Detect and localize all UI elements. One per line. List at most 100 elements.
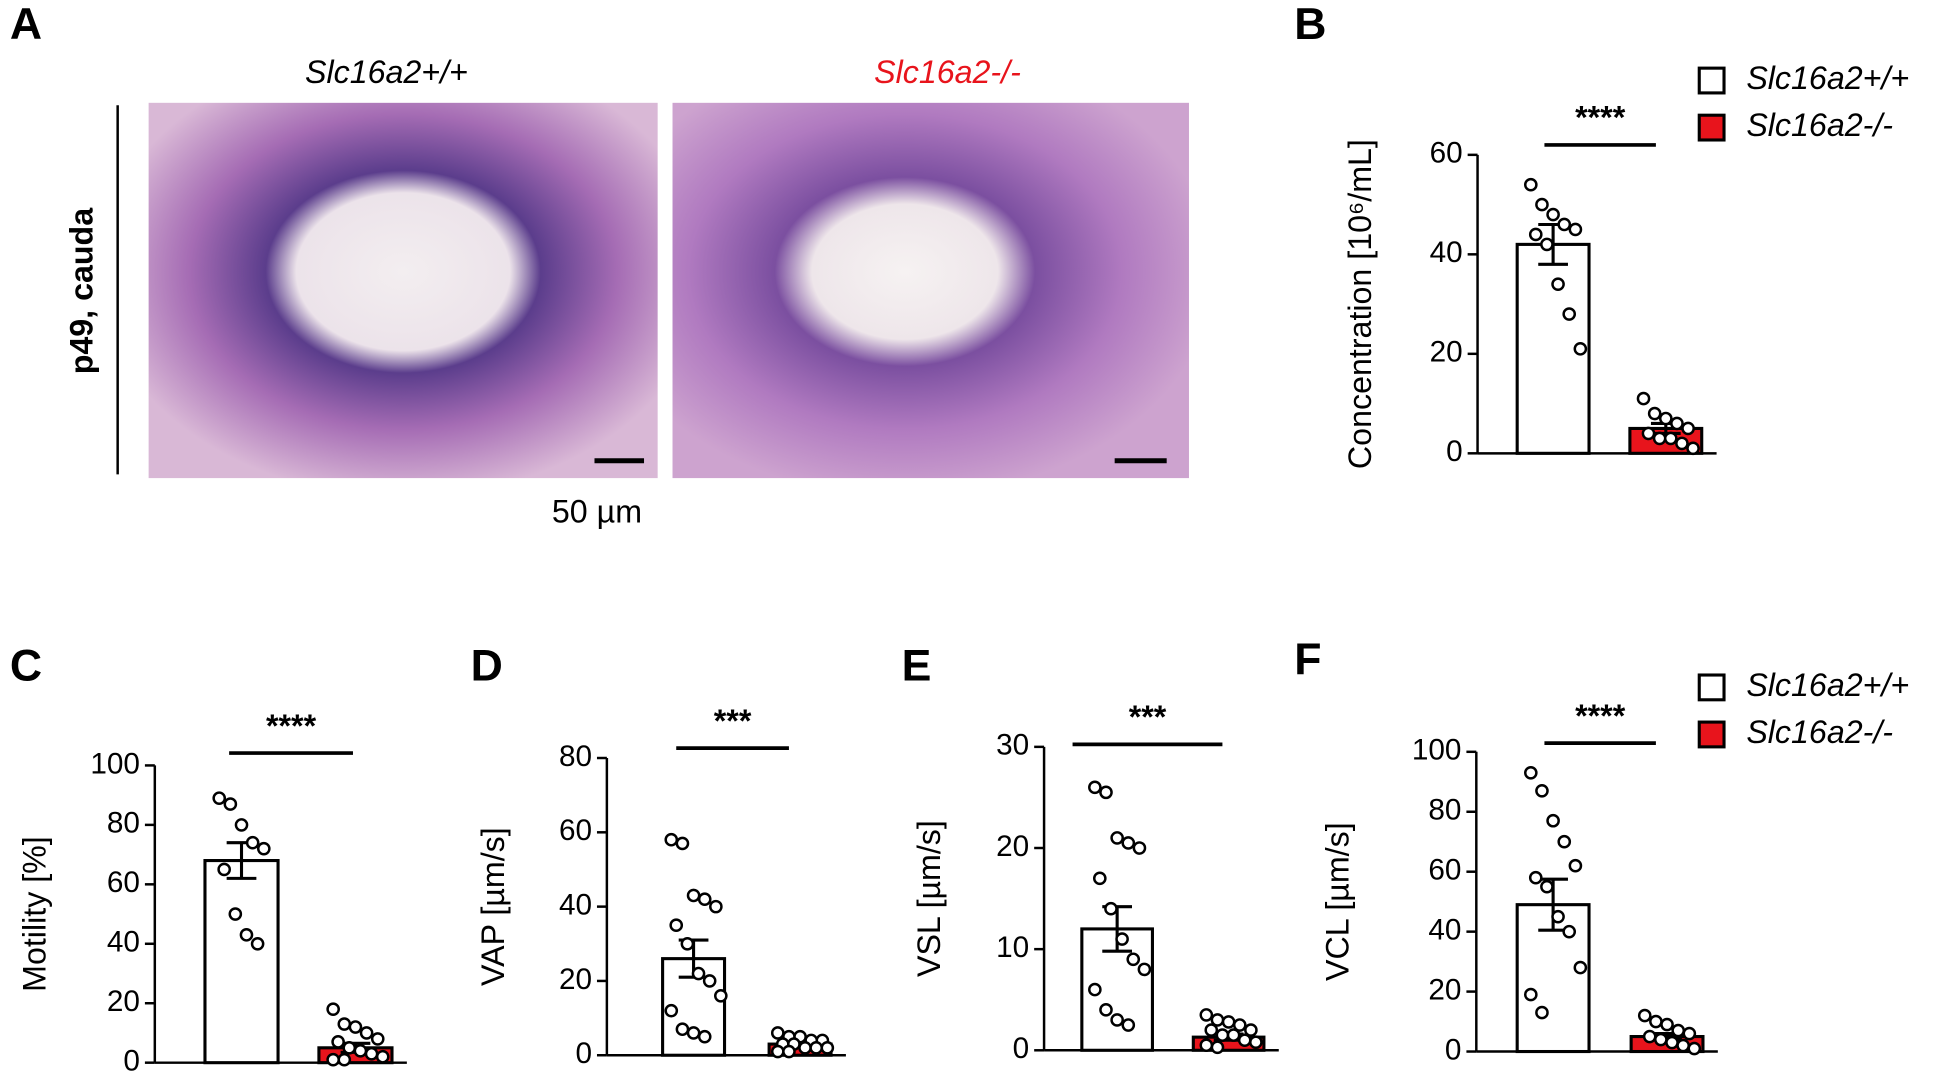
y-tick-label: 20	[1428, 973, 1461, 1006]
data-point	[1557, 217, 1572, 232]
y-tick-label: 60	[559, 814, 592, 847]
data-point	[1210, 1040, 1225, 1055]
y-axis-label: Concentration [10⁶/mL]	[1342, 139, 1378, 469]
data-point	[1546, 207, 1560, 222]
data-point	[1528, 227, 1543, 242]
significance-label: ****	[1575, 100, 1626, 136]
legend-label: Slc16a2-/-	[1746, 107, 1893, 143]
y-tick-label: 0	[1445, 1033, 1462, 1066]
y-tick-label: 30	[996, 729, 1029, 762]
data-point	[820, 1041, 835, 1055]
panel-letter: A	[10, 0, 42, 49]
data-point	[1568, 858, 1583, 873]
data-point	[1660, 1017, 1674, 1032]
data-point	[1237, 1033, 1252, 1047]
data-point	[1199, 1038, 1214, 1053]
data-point	[1642, 1029, 1657, 1044]
image-title: Slc16a2+/+	[305, 54, 468, 90]
data-point	[675, 1022, 690, 1037]
data-point	[245, 835, 260, 850]
data-point	[1199, 1008, 1214, 1022]
y-tick-label: 80	[559, 740, 592, 773]
data-point	[1121, 836, 1136, 850]
data-point	[326, 1052, 340, 1067]
data-point	[1540, 879, 1554, 894]
y-tick-label: 60	[1428, 854, 1461, 887]
legend-swatch	[1697, 720, 1726, 749]
data-point	[250, 936, 265, 951]
data-point	[234, 818, 249, 832]
y-tick-label: 60	[107, 866, 140, 899]
significance-label: ****	[266, 708, 317, 744]
data-point	[1654, 1032, 1668, 1047]
data-point	[1551, 277, 1565, 291]
data-point	[256, 841, 271, 856]
significance-label: ***	[714, 703, 752, 739]
data-point	[1652, 431, 1667, 446]
legend-label: Slc16a2-/-	[1746, 714, 1893, 750]
y-tick-label: 20	[1430, 336, 1463, 369]
data-point	[1099, 1003, 1113, 1017]
y-axis-label: VCL [µm/s]	[1320, 822, 1356, 981]
data-point	[1573, 342, 1588, 356]
data-point	[337, 1052, 352, 1067]
data-point	[1670, 416, 1684, 431]
y-tick-label: 0	[1013, 1032, 1030, 1065]
y-axis-label: VSL [µm/s]	[911, 820, 947, 977]
row-label: p49, cauda	[64, 207, 100, 374]
data-point	[1204, 1023, 1219, 1037]
data-point	[375, 1049, 390, 1064]
y-tick-label: 0	[123, 1045, 140, 1078]
panel-letter: E	[902, 642, 932, 691]
data-point	[770, 1026, 785, 1040]
data-point	[1687, 1041, 1702, 1056]
data-point	[331, 1035, 345, 1049]
data-point	[353, 1043, 368, 1058]
data-point	[212, 791, 227, 805]
data-point	[1092, 871, 1107, 886]
data-point	[1226, 1028, 1241, 1042]
data-point	[664, 832, 679, 847]
histology-image	[672, 102, 1189, 479]
data-point	[1546, 813, 1560, 828]
scale-label: 50 µm	[552, 494, 642, 530]
panel-letter: B	[1294, 0, 1326, 49]
data-point	[1663, 431, 1678, 446]
data-point	[1099, 785, 1113, 800]
data-point	[1249, 1035, 1263, 1050]
data-point	[1675, 436, 1689, 451]
data-point	[1528, 870, 1543, 885]
data-point	[709, 899, 723, 914]
panel-letter: D	[471, 642, 503, 691]
data-point	[686, 1026, 701, 1040]
data-point	[697, 892, 712, 907]
data-point	[1540, 237, 1554, 252]
data-point	[697, 1029, 712, 1044]
data-point	[1232, 1018, 1247, 1032]
legend-label: Slc16a2+/+	[1746, 667, 1909, 703]
data-point	[1132, 841, 1147, 855]
y-tick-label: 20	[996, 830, 1029, 863]
data-point	[1221, 1015, 1236, 1029]
significance-label: ****	[1575, 698, 1626, 734]
data-point	[1110, 1013, 1124, 1027]
data-point	[1665, 1035, 1679, 1050]
data-point	[1551, 909, 1565, 924]
data-point	[1535, 1005, 1549, 1020]
data-point	[809, 1041, 823, 1055]
y-tick-label: 40	[1428, 913, 1461, 946]
data-point	[1523, 987, 1538, 1002]
data-point	[1121, 1018, 1136, 1032]
data-point	[364, 1046, 379, 1061]
panel-letter: F	[1294, 635, 1321, 684]
y-tick-label: 0	[1446, 435, 1463, 468]
y-tick-label: 80	[107, 807, 140, 840]
data-point	[1562, 924, 1577, 939]
data-point	[1088, 982, 1102, 997]
data-point	[1658, 411, 1673, 426]
significance-label: ***	[1129, 699, 1167, 735]
y-tick-label: 20	[559, 963, 592, 996]
y-tick-label: 20	[107, 985, 140, 1018]
data-point	[1682, 1026, 1697, 1041]
